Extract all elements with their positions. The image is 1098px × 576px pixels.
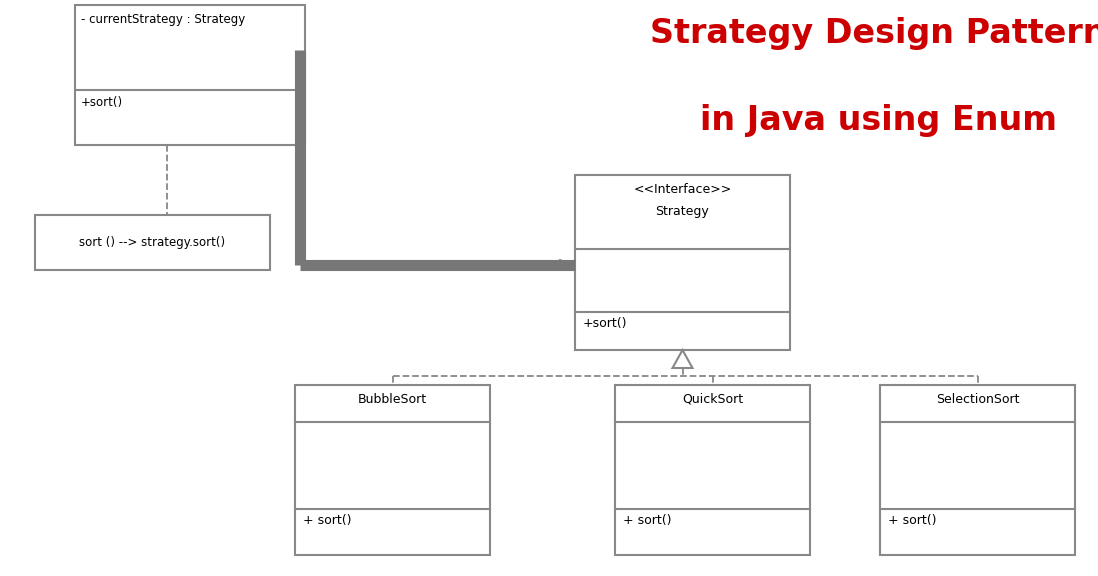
Text: + sort(): + sort() bbox=[623, 514, 672, 527]
Text: + sort(): + sort() bbox=[303, 514, 351, 527]
Bar bbox=[879, 385, 1075, 555]
Text: <<Interface>>: <<Interface>> bbox=[634, 183, 731, 196]
Text: +sort(): +sort() bbox=[81, 96, 123, 109]
Bar bbox=[35, 215, 270, 270]
Bar bbox=[75, 5, 305, 145]
Text: in Java using Enum: in Java using Enum bbox=[699, 104, 1057, 137]
Bar bbox=[575, 175, 789, 350]
Text: BubbleSort: BubbleSort bbox=[358, 393, 427, 406]
Text: sort () --> strategy.sort(): sort () --> strategy.sort() bbox=[79, 236, 225, 249]
Text: +sort(): +sort() bbox=[583, 316, 627, 329]
Text: - currentStrategy : Strategy: - currentStrategy : Strategy bbox=[81, 13, 245, 26]
Bar bbox=[295, 385, 490, 555]
Text: SelectionSort: SelectionSort bbox=[935, 393, 1019, 406]
Bar bbox=[615, 385, 810, 555]
Text: + sort(): + sort() bbox=[888, 514, 937, 527]
Text: QuickSort: QuickSort bbox=[682, 393, 743, 406]
Text: Strategy: Strategy bbox=[656, 205, 709, 218]
Text: Strategy Design Pattern: Strategy Design Pattern bbox=[650, 17, 1098, 50]
